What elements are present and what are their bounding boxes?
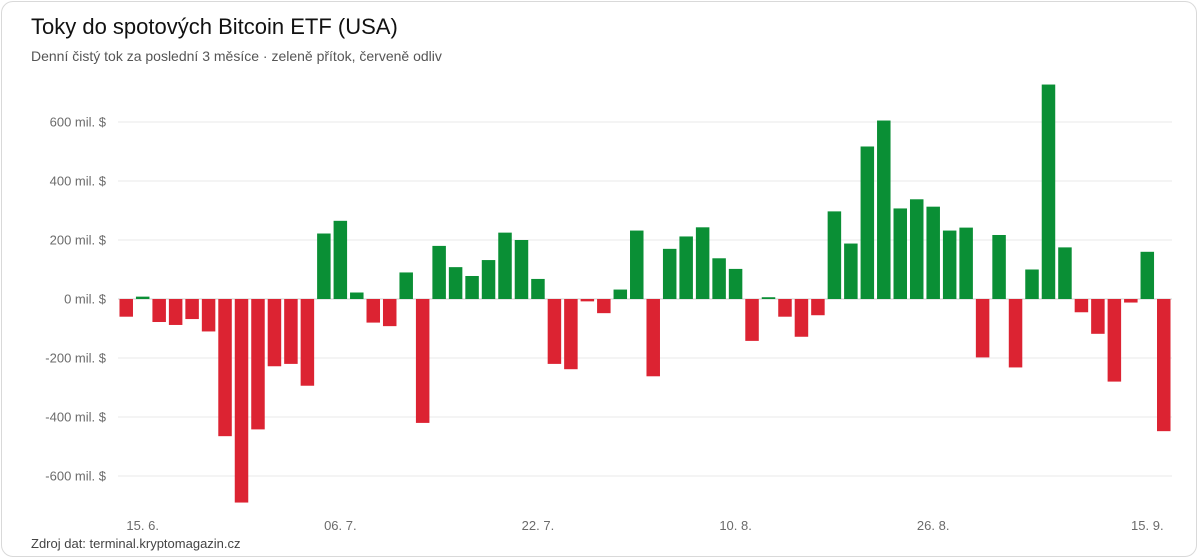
inflow-bar[interactable]: [679, 236, 693, 299]
outflow-bar[interactable]: [1107, 299, 1122, 382]
inflow-bar[interactable]: [827, 211, 842, 299]
inflow-bar[interactable]: [893, 208, 908, 299]
inflow-bar[interactable]: [481, 260, 496, 299]
outflow-bar[interactable]: [366, 299, 381, 323]
outflow-bar[interactable]: [646, 299, 660, 377]
x-tick-label: 26. 8.: [917, 518, 950, 533]
inflow-bar[interactable]: [860, 146, 875, 299]
inflow-bar[interactable]: [317, 233, 331, 299]
inflow-bar[interactable]: [695, 227, 710, 299]
outflow-bar[interactable]: [597, 299, 611, 314]
inflow-bar[interactable]: [761, 297, 776, 299]
outflow-bar[interactable]: [811, 299, 825, 316]
inflow-bar[interactable]: [1025, 269, 1039, 300]
outflow-bar[interactable]: [201, 299, 216, 332]
y-tick-label: 0 mil. $: [64, 292, 107, 307]
y-tick-label: 400 mil. $: [50, 174, 107, 189]
inflow-bar[interactable]: [135, 296, 150, 299]
inflow-bar[interactable]: [1140, 251, 1155, 299]
inflow-bar[interactable]: [498, 232, 512, 300]
inflow-bar[interactable]: [630, 230, 644, 299]
x-tick-label: 15. 6.: [126, 518, 159, 533]
inflow-bar[interactable]: [662, 248, 677, 299]
inflow-bar[interactable]: [514, 240, 529, 299]
x-tick-label: 06. 7.: [324, 518, 357, 533]
inflow-bar[interactable]: [1041, 84, 1056, 299]
inflow-bar[interactable]: [399, 272, 413, 299]
inflow-bar[interactable]: [877, 120, 891, 299]
inflow-bar[interactable]: [1058, 247, 1072, 300]
inflow-bar[interactable]: [448, 267, 463, 299]
x-tick-label: 22. 7.: [522, 518, 555, 533]
chart-subtitle: Denní čistý tok za poslední 3 měsíce · z…: [31, 48, 442, 64]
bar-series: [119, 84, 1171, 503]
outflow-bar[interactable]: [152, 299, 166, 323]
data-source: Zdroj dat: terminal.kryptomagazin.cz: [31, 536, 241, 551]
outflow-bar[interactable]: [745, 299, 759, 341]
outflow-bar[interactable]: [794, 299, 809, 337]
inflow-bar[interactable]: [465, 275, 479, 299]
y-tick-label: 600 mil. $: [50, 115, 107, 130]
outflow-bar[interactable]: [1124, 299, 1138, 303]
inflow-bar[interactable]: [909, 199, 924, 299]
outflow-bar[interactable]: [1091, 299, 1105, 334]
inflow-bar[interactable]: [926, 206, 940, 299]
inflow-bar[interactable]: [992, 234, 1006, 299]
outflow-bar[interactable]: [415, 299, 430, 423]
inflow-bar[interactable]: [728, 268, 743, 299]
x-tick-label: 10. 8.: [719, 518, 752, 533]
inflow-bar[interactable]: [350, 292, 364, 299]
outflow-bar[interactable]: [547, 299, 562, 364]
inflow-bar[interactable]: [942, 230, 957, 299]
outflow-bar[interactable]: [1157, 299, 1171, 432]
inflow-bar[interactable]: [712, 258, 726, 299]
outflow-bar[interactable]: [251, 299, 265, 430]
inflow-bar[interactable]: [613, 289, 628, 299]
outflow-bar[interactable]: [564, 299, 578, 370]
outflow-bar[interactable]: [975, 299, 990, 358]
outflow-bar[interactable]: [218, 299, 232, 437]
x-tick-label: 15. 9.: [1131, 518, 1164, 533]
y-axis-labels: 600 mil. $ 400 mil. $ 200 mil. $ 0 mil. $ -2…: [45, 115, 106, 484]
inflow-bar[interactable]: [333, 220, 348, 299]
chart-title: Toky do spotových Bitcoin ETF (USA): [31, 14, 398, 39]
outflow-bar[interactable]: [284, 299, 298, 364]
outflow-bar[interactable]: [300, 299, 315, 386]
y-tick-label: -400 mil. $: [45, 410, 106, 425]
x-axis-labels: 15. 6. 06. 7. 22. 7. 10. 8. 26. 8. 15. 9.: [126, 518, 1163, 533]
outflow-bar[interactable]: [234, 299, 249, 503]
inflow-bar[interactable]: [959, 227, 973, 299]
outflow-bar[interactable]: [119, 299, 133, 317]
y-tick-label: -200 mil. $: [45, 351, 106, 366]
outflow-bar[interactable]: [778, 299, 792, 317]
outflow-bar[interactable]: [267, 299, 282, 367]
outflow-bar[interactable]: [382, 299, 397, 327]
y-tick-label: -600 mil. $: [45, 469, 106, 484]
outflow-bar[interactable]: [1074, 299, 1089, 313]
outflow-bar[interactable]: [185, 299, 199, 320]
outflow-bar[interactable]: [580, 299, 595, 302]
inflow-bar[interactable]: [531, 278, 545, 299]
inflow-bar[interactable]: [844, 243, 858, 299]
outflow-bar[interactable]: [1008, 299, 1023, 368]
y-tick-label: 200 mil. $: [50, 233, 107, 248]
inflow-bar[interactable]: [432, 245, 446, 299]
outflow-bar[interactable]: [168, 299, 183, 325]
